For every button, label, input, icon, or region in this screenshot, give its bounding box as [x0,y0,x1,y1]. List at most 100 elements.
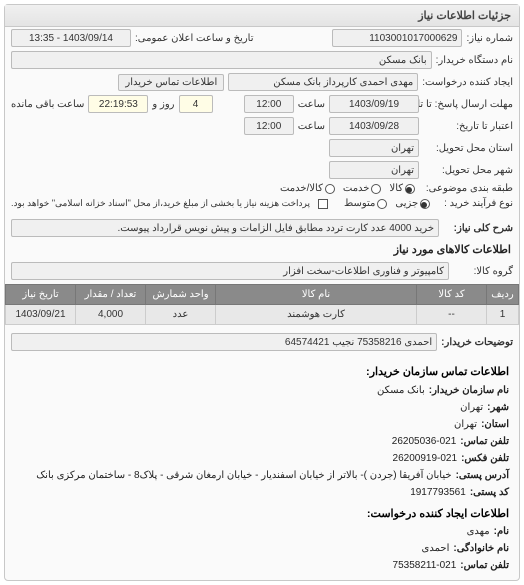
buyer-notes-label: توضیحات خریدار: [441,337,513,348]
items-table: ردیف کد کالا نام کالا واحد شمارش تعداد /… [5,284,519,325]
cat-goods-label: کالا [389,183,403,194]
radio-dot-checked [405,184,415,194]
th-name: نام کالا [216,285,417,305]
category-label: طبقه بندی موضوعی: [423,183,513,194]
checkbox-icon [318,199,328,209]
details-panel: جزئیات اطلاعات نیاز شماره نیاز: 11030010… [4,4,520,581]
time-label-2: ساعت [298,121,325,132]
announce-label: تاریخ و ساعت اعلان عمومی: [135,33,254,44]
th-date: تاریخ نیاز [6,285,76,305]
radio-service[interactable]: خدمت [343,183,382,194]
chk-treasury[interactable] [318,199,328,209]
panel-title: جزئیات اطلاعات نیاز [418,10,511,22]
table-cell: 1403/09/21 [6,305,76,325]
c-postal-v: 1917793561 [410,484,466,501]
row-buyer-notes: توضیحات خریدار: احمدی 75358216 نجیب 6457… [5,331,519,353]
announce-value: 1403/09/14 - 13:35 [11,29,131,47]
row-process: نوع فرآیند خرید : جزیی متوسط پرداخت هزین… [5,196,519,211]
cat-gs-label: کالا/خدمت [280,183,323,194]
creator-label: ایجاد کننده درخواست: [422,77,513,88]
th-code: کد کالا [417,285,487,305]
row-creator: ایجاد کننده درخواست: مهدی احمدی کارپرداز… [5,71,519,93]
items-title: اطلاعات کالاهای مورد نیاز [5,239,519,260]
row-deadline: مهلت ارسال پاسخ: تا تاریخ: 1403/09/19 سا… [5,93,519,115]
process-label: نوع فرآیند خرید : [438,198,513,209]
row-group: گروه کالا: کامپیوتر و فناوری اطلاعات-سخت… [5,260,519,282]
c-address-k: آدرس پستی: [456,467,509,484]
c-phone-v: 26205036-021 [392,433,457,450]
province-value: تهران [329,139,419,157]
c-city-k: شهر: [487,399,509,416]
remain-label: ساعت باقی مانده [11,99,84,110]
proc-medium-label: متوسط [344,198,375,209]
valid-date: 1403/09/28 [329,117,419,135]
deadline-time: 12:00 [244,95,294,113]
radio-goods-service[interactable]: کالا/خدمت [280,183,335,194]
valid-label: اعتبار تا تاریخ: [423,121,513,132]
table-cell: 1 [487,305,519,325]
city-value: تهران [329,161,419,179]
org-name-v: بانک مسکن [377,382,425,399]
table-header-row: ردیف کد کالا نام کالا واحد شمارش تعداد /… [6,285,519,305]
org-label: نام دستگاه خریدار: [436,55,513,66]
panel-header: جزئیات اطلاعات نیاز [5,5,519,27]
radio-medium[interactable]: متوسط [344,198,387,209]
contact-heading-2: اطلاعات ایجاد کننده درخواست: [15,505,509,524]
row-request-no: شماره نیاز: 1103001017000629 تاریخ و ساع… [5,27,519,49]
row-description: شرح کلی نیاز: خرید 4000 عدد کارت تردد مط… [5,217,519,239]
deadline-label: مهلت ارسال پاسخ: تا تاریخ: [423,99,513,110]
city-label: شهر محل تحویل: [423,165,513,176]
org-value: بانک مسکن [11,51,432,69]
group-value: کامپیوتر و فناوری اطلاعات-سخت افزار [11,262,449,280]
c-fax-k: تلفن فکس: [461,450,509,467]
row-org: نام دستگاه خریدار: بانک مسکن [5,49,519,71]
c-province-v: تهران [454,416,477,433]
radio-minor[interactable]: جزیی [395,198,430,209]
c-city-v: تهران [460,399,483,416]
proc-minor-label: جزیی [395,198,418,209]
th-row: ردیف [487,285,519,305]
row-city: شهر محل تحویل: تهران [5,159,519,181]
contact-block: اطلاعات تماس سازمان خریدار: نام سازمان خ… [5,353,519,580]
creator-value: مهدی احمدی کارپرداز بانک مسکن [228,73,418,91]
buyer-notes-value: احمدی 75358216 نجیب 64574421 [11,333,437,351]
radio-dot [325,184,335,194]
request-no-label: شماره نیاز: [466,33,513,44]
radio-dot [377,199,387,209]
desc-value: خرید 4000 عدد کارت تردد مطابق فایل الزام… [11,219,439,237]
deadline-date: 1403/09/19 [329,95,419,113]
c-cphone-v: 75358211-021 [393,557,457,574]
valid-time: 12:00 [244,117,294,135]
contact-info-button[interactable]: اطلاعات تماس خریدار [118,74,224,91]
days-remaining: 4 [179,95,213,113]
c-address-v: خیابان آفریقا (جردن )- بالاتر از خیابان … [36,467,451,484]
c-fname-v: مهدی [467,523,490,540]
table-row: 1--کارت هوشمندعدد4,0001403/09/21 [6,305,519,325]
c-lname-v: احمدی [422,540,450,557]
c-postal-k: کد پستی: [470,484,509,501]
radio-goods[interactable]: کالا [389,183,415,194]
row-province: استان محل تحویل: تهران [5,137,519,159]
c-phone-k: تلفن تماس: [460,433,509,450]
radio-dot-checked [420,199,430,209]
table-cell: -- [417,305,487,325]
table-cell: کارت هوشمند [216,305,417,325]
treasury-note: پرداخت هزینه نیاز یا بخشی از مبلغ خرید،ا… [11,198,310,209]
group-label: گروه کالا: [453,266,513,277]
row-category: طبقه بندی موضوعی: کالا خدمت کالا/خدمت [5,181,519,196]
time-label-1: ساعت [298,99,325,110]
time-remaining: 22:19:53 [88,95,148,113]
table-cell: 4,000 [76,305,146,325]
table-cell: عدد [146,305,216,325]
request-no-value: 1103001017000629 [332,29,462,47]
c-fname-k: نام: [494,523,509,540]
c-province-k: استان: [481,416,509,433]
days-label: روز و [152,99,174,110]
desc-label: شرح کلی نیاز: [443,223,513,234]
cat-service-label: خدمت [343,183,370,194]
th-qty: تعداد / مقدار [76,285,146,305]
c-lname-k: نام خانوادگی: [453,540,509,557]
org-name-k: نام سازمان خریدار: [429,382,509,399]
radio-dot [371,184,381,194]
row-validity: اعتبار تا تاریخ: 1403/09/28 ساعت 12:00 [5,115,519,137]
